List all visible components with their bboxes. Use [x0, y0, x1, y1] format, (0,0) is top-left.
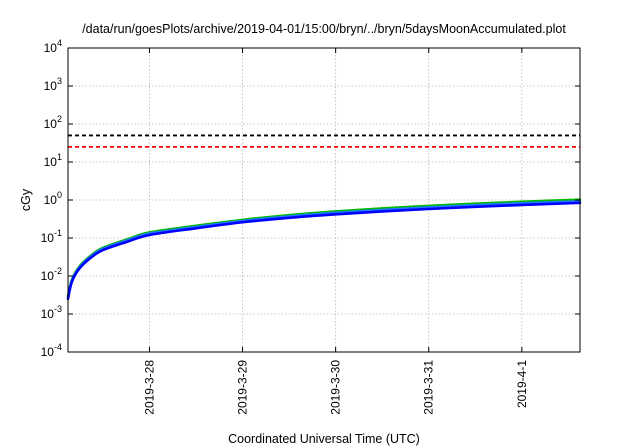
- threshold-lines: [68, 134, 580, 148]
- x-axis-ticks: 2019-3-28 2019-3-29 2019-3-30 2019-3-31 2019…: [142, 48, 529, 415]
- x-tick-label: 2019-4-1: [515, 360, 529, 408]
- y-axis-label: cGy: [19, 188, 33, 211]
- y-tick-label: 10-2: [41, 266, 62, 283]
- series-line: [66, 201, 582, 301]
- y-tick-label: 10-3: [41, 304, 62, 321]
- grid: [68, 48, 580, 352]
- y-tick-label: 102: [44, 114, 62, 131]
- chart-title: /data/run/goesPlots/archive/2019-04-01/1…: [82, 22, 566, 36]
- y-tick-label: 103: [44, 76, 62, 93]
- x-axis-label: Coordinated Universal Time (UTC): [228, 432, 420, 446]
- y-tick-label: 101: [44, 152, 62, 169]
- y-axis-ticks: 10-4 10-3 10-2 10-1 100 101 102 103 104: [41, 38, 580, 359]
- x-tick-label: 2019-3-29: [236, 360, 250, 415]
- y-tick-label: 100: [44, 190, 62, 207]
- x-tick-label: 2019-3-28: [142, 360, 156, 415]
- x-tick-label: 2019-3-30: [329, 360, 343, 415]
- y-tick-label: 104: [44, 38, 62, 55]
- x-tick-label: 2019-3-31: [422, 360, 436, 415]
- series-layer: [66, 198, 582, 301]
- y-tick-label: 10-1: [41, 228, 62, 245]
- y-tick-label: 10-4: [41, 342, 62, 359]
